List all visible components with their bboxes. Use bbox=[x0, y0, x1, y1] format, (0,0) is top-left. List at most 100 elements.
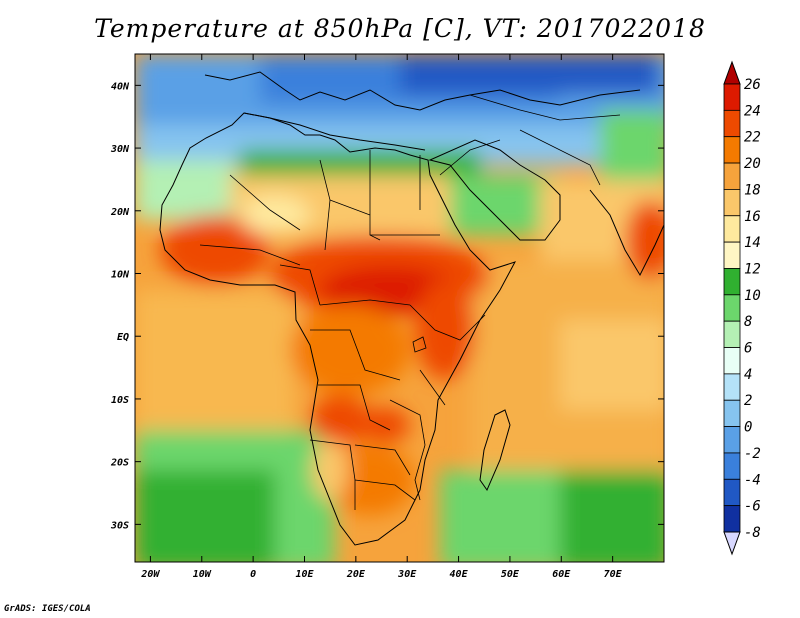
colorbar-segment bbox=[723, 268, 741, 296]
colorbar-label: 14 bbox=[744, 235, 761, 251]
field-northwest-band bbox=[135, 160, 235, 220]
colorbar-segment bbox=[723, 109, 741, 138]
colorbar-segment bbox=[723, 478, 741, 507]
border-botswana bbox=[354, 444, 411, 476]
field-east-africa-hot bbox=[415, 280, 475, 380]
field-asia-green bbox=[600, 110, 664, 180]
colorbar-segment bbox=[723, 373, 741, 401]
border-car bbox=[319, 299, 411, 306]
field-sahara-light bbox=[240, 195, 310, 235]
colorbar-segment bbox=[723, 136, 741, 164]
border-iran bbox=[519, 129, 601, 186]
border-tanzania bbox=[419, 369, 446, 406]
border-congo bbox=[310, 329, 401, 381]
madagascar-coastline bbox=[479, 409, 511, 492]
field-angola-hot bbox=[310, 395, 370, 445]
colorbar-segment bbox=[723, 189, 741, 217]
border-west-africa bbox=[199, 244, 301, 266]
x-tick-label: 10E bbox=[295, 569, 314, 580]
chart-title: Temperature at 850hPa [C], VT: 201702201… bbox=[94, 14, 706, 43]
y-tick-label: 40N bbox=[111, 81, 130, 92]
border-east-africa bbox=[409, 304, 486, 341]
colorbar-label: 8 bbox=[744, 314, 752, 330]
y-tick-label: 20S bbox=[110, 458, 129, 469]
colorbar-label: -8 bbox=[744, 525, 761, 541]
border-namibia bbox=[309, 439, 356, 510]
field-namib-coast bbox=[312, 440, 348, 500]
colorbar-label: -4 bbox=[744, 472, 761, 488]
mediterranean-south-coast bbox=[243, 112, 426, 151]
colorbar-segment bbox=[723, 452, 741, 480]
border-chad bbox=[329, 199, 371, 216]
border-middle-east bbox=[439, 139, 501, 176]
india-coastline bbox=[589, 189, 664, 277]
colorbar-top-arrow bbox=[723, 60, 741, 85]
colorbar-label: 26 bbox=[744, 77, 761, 93]
colorbar-segment bbox=[723, 347, 741, 375]
colorbar-segment bbox=[723, 505, 741, 533]
colorbar-segment bbox=[723, 162, 741, 190]
colorbar-label: -6 bbox=[744, 499, 761, 515]
grads-credit: GrADS: IGES/COLA bbox=[4, 604, 91, 614]
border-south-africa bbox=[354, 479, 416, 501]
arabia-coastline bbox=[428, 139, 561, 241]
colorbar-label: 6 bbox=[744, 341, 752, 357]
europe-coastline bbox=[204, 71, 641, 111]
x-tick-label: 10W bbox=[193, 569, 212, 580]
y-tick-label: 10N bbox=[111, 270, 130, 281]
colorbar-segment bbox=[723, 241, 741, 269]
colorbar-label: 10 bbox=[744, 288, 761, 304]
colorbar-segment bbox=[723, 320, 741, 348]
colorbar-segment bbox=[723, 215, 741, 243]
x-tick-label: 0 bbox=[250, 569, 256, 580]
border-sahara-1 bbox=[229, 174, 301, 231]
field-west-atlantic bbox=[135, 290, 295, 430]
colorbar-label: 18 bbox=[744, 182, 761, 198]
colorbar-label: 16 bbox=[744, 209, 761, 225]
field-india-hot bbox=[625, 200, 664, 280]
y-tick-label: EQ bbox=[117, 332, 129, 343]
colorbar-label: 20 bbox=[744, 156, 761, 172]
field-zambia-hot bbox=[360, 407, 410, 443]
colorbar-segment bbox=[723, 294, 741, 322]
border-asia-north bbox=[469, 94, 621, 121]
field-indian-southeast bbox=[560, 460, 664, 562]
border-mozambique bbox=[414, 444, 426, 501]
x-tick-label: 30E bbox=[397, 569, 417, 580]
colorbar-label: 22 bbox=[744, 130, 761, 146]
field-west-africa-hot bbox=[160, 215, 270, 285]
map-frame bbox=[134, 53, 665, 563]
field-asia-coldest bbox=[400, 54, 660, 94]
colorbar-label: 0 bbox=[744, 420, 752, 436]
field-congo-warm bbox=[290, 305, 410, 395]
colorbar-bottom-arrow bbox=[723, 531, 741, 556]
colorbar-segment bbox=[723, 399, 741, 427]
africa-coastline bbox=[159, 112, 517, 546]
field-indian-ocean-east bbox=[560, 320, 664, 410]
coastlines bbox=[159, 71, 664, 546]
x-tick-label: 20W bbox=[140, 569, 160, 580]
x-tick-label: 70E bbox=[604, 569, 623, 580]
border-zambia bbox=[389, 399, 426, 446]
colorbar-label: -2 bbox=[744, 446, 761, 462]
x-tick-label: 50E bbox=[501, 569, 520, 580]
colorbar-segment bbox=[723, 426, 741, 454]
border-nigeria bbox=[279, 264, 321, 306]
x-tick-label: 60E bbox=[552, 569, 571, 580]
colorbar-label: 24 bbox=[744, 103, 761, 119]
axis-ticks: 20W 10W 0 10E 20E 30E 40E 50E 60E 70E 40N 30N 20N 10N… bbox=[110, 54, 664, 580]
field-south-atlantic-deep bbox=[135, 470, 275, 562]
y-tick-label: 30N bbox=[110, 144, 130, 155]
colorbar-label: 2 bbox=[744, 393, 752, 409]
border-lake-victoria bbox=[412, 336, 427, 353]
border-angola bbox=[318, 384, 391, 431]
x-tick-label: 40E bbox=[450, 569, 469, 580]
x-tick-label: 20E bbox=[346, 569, 366, 580]
field-southern-africa-warm bbox=[325, 445, 415, 515]
y-tick-label: 30S bbox=[110, 520, 129, 531]
y-tick-label: 10S bbox=[111, 395, 129, 406]
country-borders bbox=[199, 94, 621, 510]
temperature-field bbox=[135, 54, 664, 562]
